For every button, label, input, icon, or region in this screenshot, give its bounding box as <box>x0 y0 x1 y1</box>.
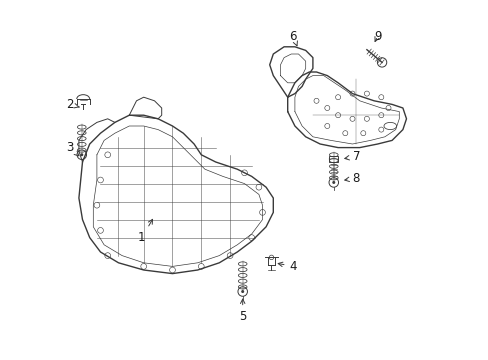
Text: 2: 2 <box>66 98 79 111</box>
Text: 1: 1 <box>138 219 152 244</box>
Circle shape <box>241 290 244 293</box>
Circle shape <box>80 153 83 156</box>
Bar <box>329 156 337 162</box>
Text: 5: 5 <box>239 299 246 323</box>
Text: 8: 8 <box>344 172 359 185</box>
Text: 3: 3 <box>66 141 79 156</box>
Text: 6: 6 <box>289 30 297 46</box>
Text: 4: 4 <box>278 260 296 273</box>
Circle shape <box>331 181 335 184</box>
Text: 9: 9 <box>373 30 381 42</box>
Text: 7: 7 <box>344 150 359 163</box>
